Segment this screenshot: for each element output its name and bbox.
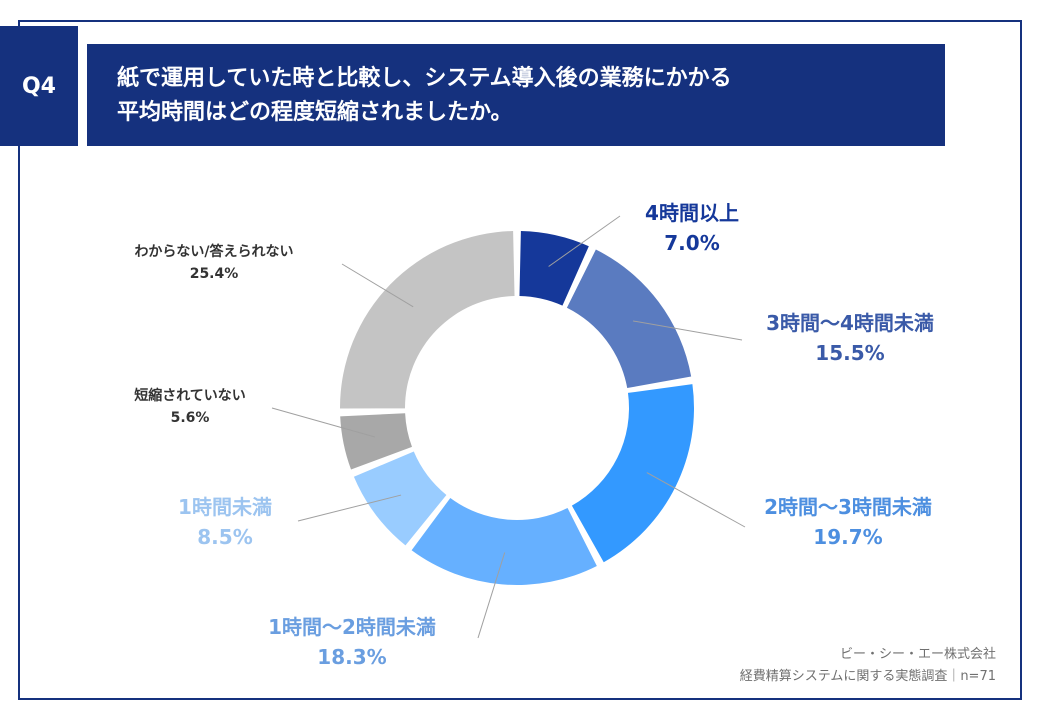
slice-label: 短縮されていない (134, 387, 246, 404)
source-survey: 経費精算システムに関する実態調査｜n=71 (739, 669, 996, 684)
leader-line (341, 263, 414, 308)
source-note: ビー・シー・エー株式会社 経費精算システムに関する実態調査｜n=71 (740, 644, 996, 688)
slice-label: 4時間以上 (645, 201, 739, 225)
slice-label: 1時間未満 (178, 495, 272, 519)
donut-slice (411, 497, 597, 585)
slice-value-label: 15.5% (815, 341, 884, 365)
leader-line (477, 552, 506, 639)
donut-slice (519, 231, 589, 306)
question-title: 紙で運用していた時と比較し、システム導入後の業務にかかる 平均時間はどの程度短縮… (87, 44, 945, 146)
leader-line (632, 320, 743, 341)
slice-label: 2時間～3時間未満 (764, 495, 932, 519)
slice-value-label: 7.0% (664, 231, 719, 255)
slice-value-label: 19.7% (813, 525, 882, 549)
chart-frame (18, 20, 1022, 700)
leader-line (297, 494, 402, 522)
slice-label: 3時間～4時間未満 (766, 311, 934, 335)
slice-value-label: 25.4% (190, 266, 239, 282)
slice-value-label: 5.6% (171, 410, 210, 426)
slice-label: わからない/答えられない (134, 243, 293, 260)
donut-slice (340, 231, 515, 409)
leader-line (646, 472, 746, 528)
slice-value-label: 18.3% (317, 645, 386, 669)
donut-slice (566, 249, 692, 389)
slice-label: 1時間～2時間未満 (268, 615, 436, 639)
donut-slice (353, 451, 447, 546)
title-line-2: 平均時間はどの程度短縮されましたか。 (117, 100, 513, 125)
title-line-1: 紙で運用していた時と比較し、システム導入後の業務にかかる (117, 66, 732, 91)
leader-line (548, 215, 621, 267)
donut-slice (340, 413, 412, 470)
question-badge: Q4 (0, 26, 78, 146)
slice-value-label: 8.5% (197, 525, 252, 549)
source-company: ビー・シー・エー株式会社 (839, 647, 996, 662)
leader-line (271, 407, 376, 438)
donut-slice (571, 384, 695, 563)
